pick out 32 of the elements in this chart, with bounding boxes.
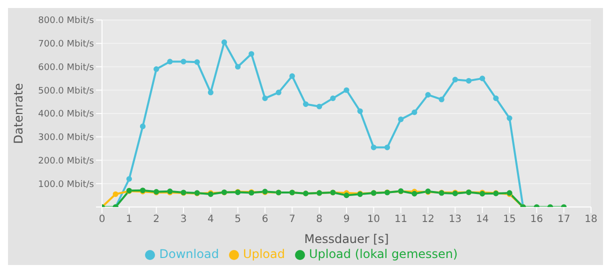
x-tick-label: 12	[422, 214, 434, 226]
x-tick-label: 8	[316, 214, 323, 226]
x-tick-label: 0	[98, 214, 106, 226]
y-tick-label: 500.0 Mbit/s	[38, 86, 94, 96]
x-tick-label: 4	[207, 214, 214, 226]
legend-label: Download	[159, 247, 219, 261]
x-tick-label: 17	[557, 214, 570, 226]
x-tick-label: 5	[234, 214, 242, 226]
x-tick-label: 2	[153, 214, 160, 226]
x-tick-label: 10	[367, 214, 380, 226]
y-tick-label: 400.0 Mbit/s	[38, 110, 94, 120]
x-tick-label: 6	[262, 214, 268, 226]
y-tick-label: 800.0 Mbit/s	[38, 16, 94, 26]
y-tick-label: 200.0 Mbit/s	[38, 156, 94, 166]
x-tick-label: 18	[584, 214, 598, 226]
x-tick-label: 16	[530, 214, 544, 226]
y-tick-label: 100.0 Mbit/s	[38, 180, 94, 190]
y-tick-label: 600.0 Mbit/s	[38, 62, 94, 73]
x-axis-title: Messdauer [s]	[304, 232, 389, 246]
x-tick-label: 14	[476, 214, 489, 226]
x-tick-label: 3	[180, 214, 187, 226]
x-tick-label: 7	[288, 214, 296, 226]
y-tick-label: 700.0 Mbit/s	[38, 40, 94, 50]
legend-label: Upload (lokal gemessen)	[308, 247, 458, 261]
x-tick-label: 11	[394, 214, 408, 226]
legend-label: Upload	[242, 247, 285, 261]
x-tick-label: 1	[126, 214, 132, 226]
x-tick-label: 15	[503, 214, 516, 226]
x-tick-label: 13	[448, 214, 462, 226]
y-tick-label: 300.0 Mbit/s	[38, 133, 94, 144]
x-tick-label: 9	[343, 214, 350, 226]
y-axis-title: Datenrate	[11, 83, 26, 144]
